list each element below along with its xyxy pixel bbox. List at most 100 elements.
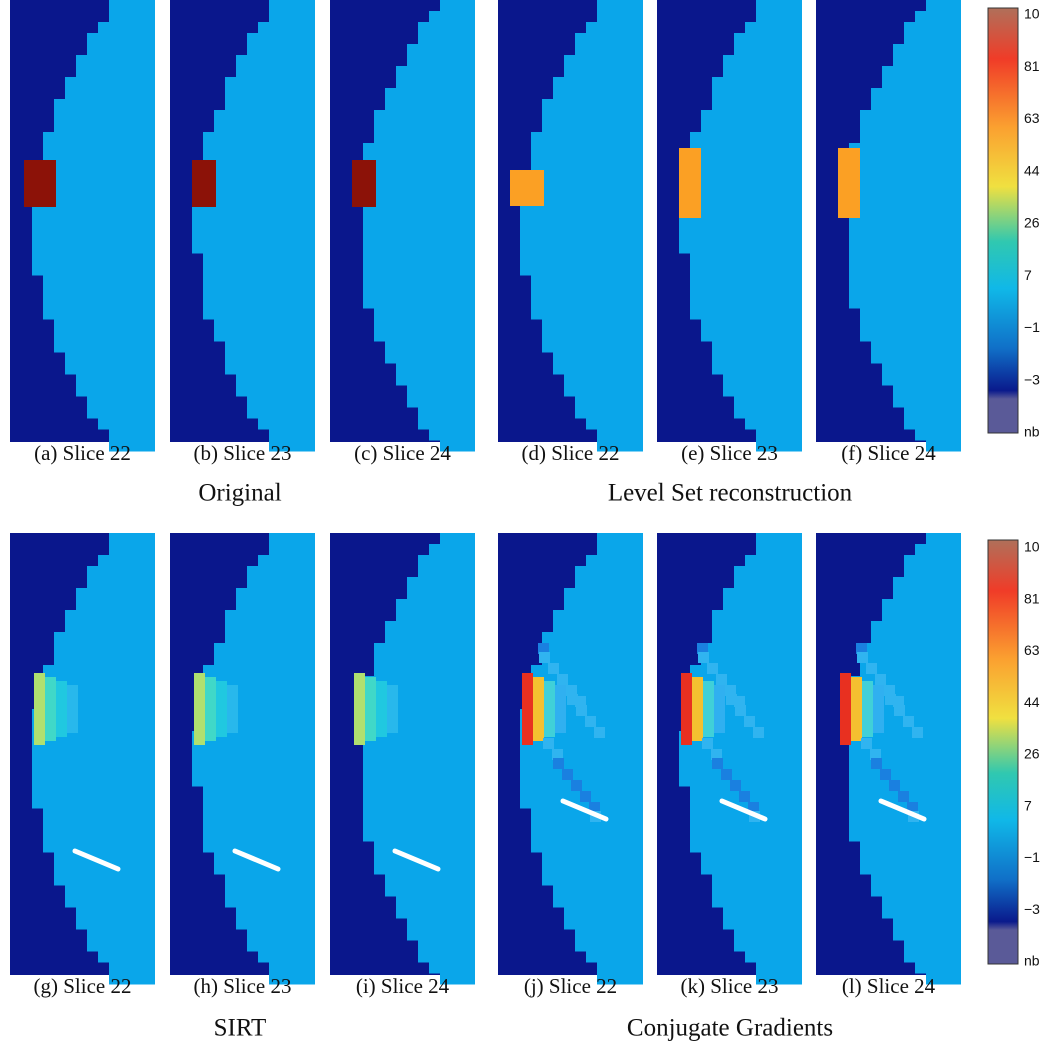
region bbox=[860, 841, 961, 853]
region bbox=[203, 687, 315, 699]
noise bbox=[553, 758, 564, 769]
noise bbox=[744, 716, 755, 727]
region bbox=[374, 654, 475, 666]
region bbox=[385, 352, 475, 364]
group-title: Level Set reconstruction bbox=[608, 480, 853, 507]
region bbox=[926, 973, 961, 985]
region bbox=[712, 885, 802, 897]
region bbox=[54, 121, 155, 133]
region bbox=[76, 907, 155, 919]
region bbox=[429, 429, 475, 441]
blob bbox=[376, 681, 387, 737]
region bbox=[904, 22, 961, 34]
arrow bbox=[878, 798, 927, 822]
region bbox=[76, 374, 155, 386]
region bbox=[575, 44, 643, 56]
region bbox=[109, 440, 155, 452]
noise bbox=[735, 705, 746, 716]
region bbox=[203, 297, 315, 309]
blob bbox=[194, 673, 205, 745]
region bbox=[429, 962, 475, 974]
region bbox=[269, 962, 315, 974]
colorbar-label: −11 bbox=[1024, 849, 1040, 865]
region bbox=[915, 429, 961, 441]
noise bbox=[575, 696, 586, 707]
region bbox=[756, 544, 802, 556]
region bbox=[363, 242, 475, 254]
noise bbox=[557, 674, 568, 685]
blob bbox=[45, 677, 56, 741]
panel bbox=[10, 0, 155, 452]
region bbox=[915, 962, 961, 974]
blob bbox=[851, 677, 862, 741]
noise bbox=[716, 674, 727, 685]
region bbox=[363, 775, 475, 787]
region bbox=[553, 621, 643, 633]
region bbox=[440, 0, 475, 12]
region bbox=[363, 187, 475, 199]
region bbox=[849, 764, 961, 776]
region bbox=[32, 764, 155, 776]
colorbar bbox=[987, 539, 1019, 965]
region bbox=[385, 88, 475, 100]
region bbox=[374, 330, 475, 342]
region bbox=[531, 275, 643, 287]
region bbox=[374, 121, 475, 133]
region bbox=[247, 407, 315, 419]
region bbox=[926, 440, 961, 452]
region bbox=[363, 209, 475, 221]
region bbox=[363, 176, 475, 188]
blob bbox=[533, 677, 544, 741]
region bbox=[723, 599, 802, 611]
region bbox=[564, 55, 643, 67]
region bbox=[43, 841, 155, 853]
region bbox=[363, 220, 475, 232]
region bbox=[849, 731, 961, 743]
region bbox=[542, 643, 643, 655]
colorbar-label: 26 bbox=[1024, 215, 1040, 231]
region bbox=[32, 720, 155, 732]
region bbox=[542, 341, 643, 353]
region bbox=[225, 99, 315, 111]
region bbox=[882, 66, 961, 78]
region bbox=[849, 253, 961, 265]
colorbar-label: 81 bbox=[1024, 590, 1040, 606]
region bbox=[192, 742, 315, 754]
region bbox=[690, 676, 802, 688]
region bbox=[690, 132, 802, 144]
region bbox=[32, 231, 155, 243]
region bbox=[926, 0, 961, 12]
region bbox=[43, 286, 155, 298]
blob bbox=[692, 677, 703, 741]
noise bbox=[580, 791, 591, 802]
region bbox=[860, 654, 961, 666]
region bbox=[893, 929, 961, 941]
region bbox=[531, 308, 643, 320]
region bbox=[225, 341, 315, 353]
panel bbox=[10, 533, 155, 985]
region bbox=[723, 374, 802, 386]
region bbox=[531, 143, 643, 155]
region bbox=[734, 33, 802, 45]
blob bbox=[840, 673, 851, 745]
region bbox=[690, 187, 802, 199]
region bbox=[109, 533, 155, 545]
region bbox=[396, 907, 475, 919]
region bbox=[258, 22, 315, 34]
region bbox=[76, 385, 155, 397]
region bbox=[374, 665, 475, 677]
region bbox=[712, 874, 802, 886]
region bbox=[98, 22, 155, 34]
region bbox=[203, 665, 315, 677]
region bbox=[87, 929, 155, 941]
region bbox=[849, 231, 961, 243]
region bbox=[679, 231, 802, 243]
region bbox=[520, 187, 643, 199]
region bbox=[258, 951, 315, 963]
region bbox=[712, 610, 802, 622]
region bbox=[531, 687, 643, 699]
region bbox=[214, 852, 315, 864]
region bbox=[269, 429, 315, 441]
region bbox=[849, 242, 961, 254]
panel bbox=[816, 0, 961, 452]
